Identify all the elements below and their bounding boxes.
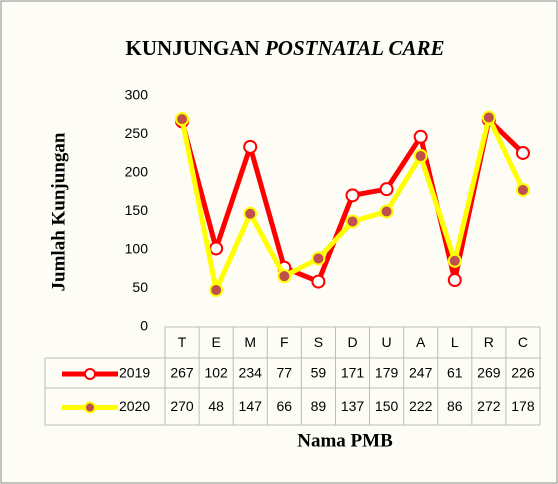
data-point: [347, 189, 359, 201]
x-tick-label: A: [416, 334, 426, 350]
data-point: [312, 252, 324, 264]
table-value: 86: [447, 398, 463, 414]
table-value: 270: [170, 398, 194, 414]
chart-title: KUNJUNGAN POSTNATAL CARE: [126, 36, 445, 60]
data-point: [278, 270, 290, 282]
legend-marker: [85, 369, 95, 379]
table-value: 269: [477, 365, 501, 381]
x-tick-label: U: [382, 334, 392, 350]
data-point: [381, 183, 393, 195]
table-value: 77: [277, 365, 293, 381]
data-point: [210, 242, 222, 254]
data-point: [176, 113, 188, 125]
data-point: [210, 284, 222, 296]
table-value: 102: [204, 365, 228, 381]
table-value: 59: [311, 365, 327, 381]
table-value: 179: [375, 365, 399, 381]
data-point: [483, 112, 495, 124]
x-tick-label: L: [451, 334, 459, 350]
data-point: [415, 150, 427, 162]
table-value: 89: [311, 398, 327, 414]
table-value: 61: [447, 365, 463, 381]
table-value: 234: [239, 365, 263, 381]
data-point: [449, 274, 461, 286]
y-tick-label: 150: [125, 202, 149, 218]
x-tick-label: T: [178, 334, 187, 350]
y-tick-label: 50: [132, 279, 148, 295]
table-value: 147: [239, 398, 263, 414]
table-value: 137: [341, 398, 365, 414]
y-axis-label: Jumlah Kunjungan: [48, 132, 69, 291]
x-tick-label: F: [280, 334, 289, 350]
legend-label: 2020: [119, 398, 150, 414]
x-tick-label: E: [211, 334, 220, 350]
table-value: 66: [277, 398, 293, 414]
data-point: [312, 276, 324, 288]
table-value: 272: [477, 398, 501, 414]
x-tick-label: S: [314, 334, 323, 350]
x-tick-label: M: [244, 334, 256, 350]
data-point: [244, 208, 256, 220]
table-value: 48: [208, 398, 224, 414]
table-value: 267: [170, 365, 194, 381]
y-tick-label: 200: [125, 164, 149, 180]
data-point: [449, 255, 461, 267]
y-tick-label: 100: [125, 241, 149, 257]
data-point: [381, 206, 393, 218]
table-value: 222: [409, 398, 433, 414]
data-point: [517, 147, 529, 159]
data-point: [244, 141, 256, 153]
x-tick-label: R: [484, 334, 494, 350]
chart: KUNJUNGAN POSTNATAL CARE Jumlah Kunjunga…: [0, 0, 558, 484]
table-value: 171: [341, 365, 365, 381]
table-value: 178: [511, 398, 535, 414]
table-value: 150: [375, 398, 399, 414]
y-tick-label: 300: [125, 87, 149, 103]
table-value: 247: [409, 365, 433, 381]
data-point: [415, 131, 427, 143]
x-tick-label: D: [347, 334, 357, 350]
table-value: 226: [511, 365, 535, 381]
data-point: [347, 216, 359, 228]
title-part: KUNJUNGAN: [126, 36, 260, 60]
x-tick-label: C: [518, 334, 528, 350]
legend-label: 2019: [119, 365, 150, 381]
x-axis-label: Nama PMB: [297, 430, 393, 451]
legend-marker: [85, 403, 95, 413]
data-point: [517, 184, 529, 196]
y-tick-label: 0: [140, 318, 148, 334]
title-part: POSTNATAL CARE: [264, 36, 445, 60]
y-tick-label: 250: [125, 125, 149, 141]
